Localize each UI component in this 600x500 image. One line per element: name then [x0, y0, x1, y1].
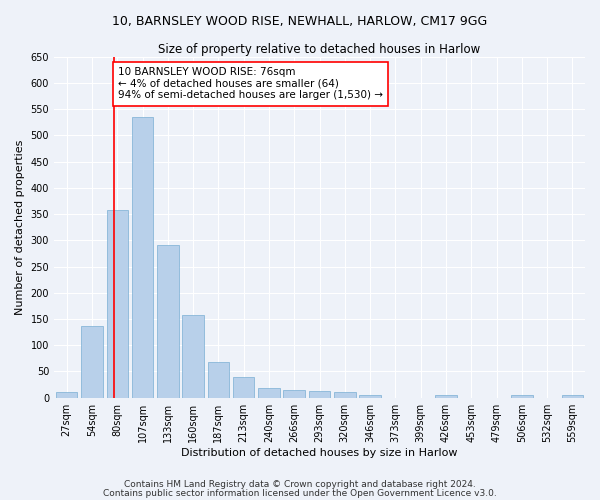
- Bar: [309, 391, 330, 398]
- Text: Contains HM Land Registry data © Crown copyright and database right 2024.: Contains HM Land Registry data © Crown c…: [124, 480, 476, 489]
- Bar: [511, 395, 533, 398]
- Bar: [157, 245, 179, 398]
- Bar: [208, 362, 229, 398]
- Bar: [258, 388, 280, 398]
- Text: Contains public sector information licensed under the Open Government Licence v3: Contains public sector information licen…: [103, 488, 497, 498]
- Text: 10, BARNSLEY WOOD RISE, NEWHALL, HARLOW, CM17 9GG: 10, BARNSLEY WOOD RISE, NEWHALL, HARLOW,…: [112, 15, 488, 28]
- Bar: [132, 117, 153, 398]
- Bar: [56, 392, 77, 398]
- Title: Size of property relative to detached houses in Harlow: Size of property relative to detached ho…: [158, 42, 481, 56]
- Bar: [334, 392, 356, 398]
- X-axis label: Distribution of detached houses by size in Harlow: Distribution of detached houses by size …: [181, 448, 458, 458]
- Y-axis label: Number of detached properties: Number of detached properties: [15, 140, 25, 315]
- Bar: [182, 315, 204, 398]
- Bar: [81, 326, 103, 398]
- Bar: [562, 395, 583, 398]
- Text: 10 BARNSLEY WOOD RISE: 76sqm
← 4% of detached houses are smaller (64)
94% of sem: 10 BARNSLEY WOOD RISE: 76sqm ← 4% of det…: [118, 67, 383, 100]
- Bar: [359, 395, 381, 398]
- Bar: [435, 395, 457, 398]
- Bar: [107, 210, 128, 398]
- Bar: [233, 376, 254, 398]
- Bar: [283, 390, 305, 398]
